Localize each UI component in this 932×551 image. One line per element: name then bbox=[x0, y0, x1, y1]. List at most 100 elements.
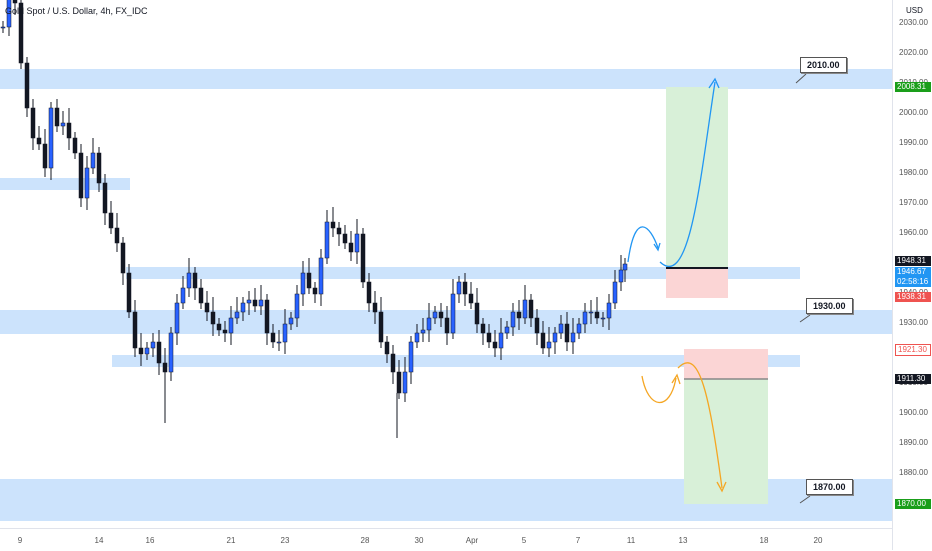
callout-1930[interactable]: 1930.00 bbox=[806, 298, 853, 314]
time-tick: 23 bbox=[280, 536, 290, 545]
candle-body bbox=[270, 332, 276, 343]
candle-body bbox=[594, 311, 600, 319]
candle-body bbox=[24, 62, 30, 109]
candle-body bbox=[324, 221, 330, 259]
symbol-title: Gold Spot / U.S. Dollar, 4h, FX_IDC bbox=[5, 6, 148, 16]
chart-area[interactable]: Gold Spot / U.S. Dollar, 4h, FX_IDC 2010… bbox=[0, 0, 892, 528]
candle-body bbox=[492, 341, 498, 349]
candle-body bbox=[102, 182, 108, 214]
candle-body bbox=[36, 137, 42, 145]
candle-body bbox=[138, 347, 144, 355]
candle-body bbox=[588, 311, 594, 314]
candle-body bbox=[96, 152, 102, 184]
candle-body bbox=[192, 272, 198, 289]
long-arrow-target-curve bbox=[659, 81, 716, 267]
long-arrow-up-curve bbox=[627, 226, 659, 263]
callout-pointer-2010 bbox=[795, 73, 807, 84]
candle-body bbox=[600, 317, 606, 320]
candle-body bbox=[456, 281, 462, 295]
candle-body bbox=[162, 362, 168, 373]
callout-2010[interactable]: 2010.00 bbox=[800, 57, 847, 73]
price-tick: 2030.00 bbox=[899, 18, 928, 27]
candle-body bbox=[282, 323, 288, 343]
short-arrow-head-2 bbox=[716, 481, 727, 493]
price-tick: 1880.00 bbox=[899, 468, 928, 477]
candle-body bbox=[348, 242, 354, 253]
candle-body bbox=[216, 323, 222, 331]
candle-body bbox=[468, 293, 474, 304]
candle-body bbox=[258, 299, 264, 307]
zone-1948 bbox=[126, 267, 800, 279]
chart-canvas[interactable] bbox=[0, 0, 892, 528]
candle-body bbox=[294, 293, 300, 319]
price-tick: 1930.00 bbox=[899, 318, 928, 327]
target-short-tag: 1870.00 bbox=[895, 499, 931, 509]
candle-body bbox=[462, 281, 468, 295]
price-tick: 2020.00 bbox=[899, 48, 928, 57]
candle-body bbox=[312, 287, 318, 295]
candle-body bbox=[210, 311, 216, 325]
candle-body bbox=[450, 293, 456, 334]
candle-body bbox=[564, 323, 570, 343]
candle-body bbox=[12, 0, 18, 4]
candle-body bbox=[372, 302, 378, 313]
time-tick: 28 bbox=[360, 536, 370, 545]
candle-body bbox=[546, 341, 552, 349]
candle-body bbox=[378, 311, 384, 343]
candle-body bbox=[108, 212, 114, 229]
price-tick: 2000.00 bbox=[899, 108, 928, 117]
currency-label: USD bbox=[906, 6, 923, 15]
short-arrow-target-curve bbox=[677, 362, 723, 489]
candle-body bbox=[366, 281, 372, 304]
candle-body bbox=[354, 233, 360, 253]
candle-body bbox=[48, 107, 54, 169]
countdown-tag: 02:58:16 bbox=[895, 277, 931, 287]
candle-body bbox=[552, 332, 558, 343]
price-axis[interactable]: USD 2030.002020.002010.002000.001990.001… bbox=[892, 0, 932, 550]
current-price-tag: 1946.67 bbox=[895, 267, 931, 277]
candle-body bbox=[396, 371, 402, 394]
time-tick: 5 bbox=[521, 536, 527, 545]
time-tick: 14 bbox=[94, 536, 104, 545]
candle-body bbox=[144, 347, 150, 355]
candle-body bbox=[330, 221, 336, 229]
candle-body bbox=[288, 317, 294, 325]
time-tick: Apr bbox=[465, 536, 479, 545]
candle-body bbox=[156, 341, 162, 364]
candle-body bbox=[432, 311, 438, 319]
candle-body bbox=[246, 299, 252, 304]
price-tick: 1890.00 bbox=[899, 438, 928, 447]
candle-body bbox=[222, 329, 228, 334]
candle-body bbox=[54, 107, 60, 127]
candle-body bbox=[384, 341, 390, 355]
candle-body bbox=[522, 299, 528, 319]
candle-body bbox=[60, 122, 66, 127]
candle-body bbox=[30, 107, 36, 139]
candle-body bbox=[150, 341, 156, 349]
candle-body bbox=[360, 233, 366, 283]
time-axis[interactable]: 9 14 16 21 23 28 30 Apr 5 7 11 13 18 20 bbox=[0, 528, 892, 551]
candle-body bbox=[132, 311, 138, 349]
candle-body bbox=[426, 317, 432, 331]
price-tick: 1970.00 bbox=[899, 198, 928, 207]
candle-body bbox=[300, 272, 306, 295]
candle-body bbox=[66, 122, 72, 139]
candle-body bbox=[318, 257, 324, 295]
callout-1870[interactable]: 1870.00 bbox=[806, 479, 853, 495]
candle-body bbox=[504, 326, 510, 334]
stop-long-tag: 1938.31 bbox=[895, 292, 931, 302]
candle-body bbox=[438, 311, 444, 319]
entry-short-tag: 1911.30 bbox=[895, 374, 931, 384]
candle-body bbox=[582, 311, 588, 325]
target-long-tag: 2008.31 bbox=[895, 82, 931, 92]
short-loss-zone bbox=[684, 349, 768, 379]
time-tick: 30 bbox=[414, 536, 424, 545]
candle-body bbox=[336, 227, 342, 235]
candle-body bbox=[90, 152, 96, 169]
last-price-tag: 1948.31 bbox=[895, 256, 931, 266]
candle-body bbox=[114, 227, 120, 244]
candle-body bbox=[480, 323, 486, 334]
candle-body bbox=[72, 137, 78, 154]
candle-body bbox=[276, 341, 282, 344]
zone-1978 bbox=[0, 178, 130, 190]
